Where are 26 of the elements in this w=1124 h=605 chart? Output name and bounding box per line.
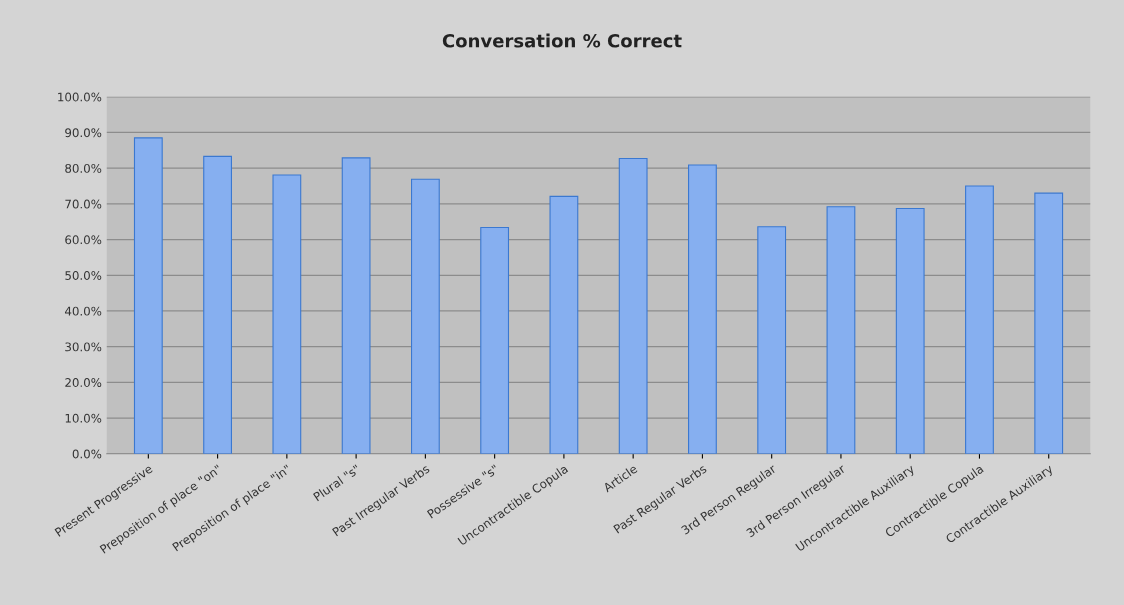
y-tick-label: 60.0% xyxy=(65,235,102,245)
y-tick-label: 90.0% xyxy=(65,128,102,138)
chart-title: Conversation % Correct xyxy=(442,33,682,48)
y-tick-label: 30.0% xyxy=(65,342,102,352)
y-tick-label: 50.0% xyxy=(65,271,102,280)
bar xyxy=(272,174,302,454)
y-tick-label: 0.0% xyxy=(72,449,102,459)
y-tick-label: 100.0% xyxy=(58,92,102,102)
bar xyxy=(965,185,994,454)
bar xyxy=(1034,192,1064,454)
bar xyxy=(203,155,233,454)
bar xyxy=(618,157,648,454)
y-tick-label: 80.0% xyxy=(65,163,102,173)
bar xyxy=(826,206,856,454)
y-tick-label: 40.0% xyxy=(64,306,102,316)
bar xyxy=(688,164,717,454)
bar xyxy=(757,226,787,454)
bar xyxy=(410,178,440,454)
y-tick-label: 20.0% xyxy=(65,378,102,388)
bar xyxy=(895,207,925,454)
bar xyxy=(549,195,579,454)
bar xyxy=(480,226,510,454)
y-tick-label: 10.0% xyxy=(65,413,102,423)
bar xyxy=(133,137,163,454)
bar xyxy=(341,157,371,454)
y-tick-label: 70.0% xyxy=(65,199,102,209)
